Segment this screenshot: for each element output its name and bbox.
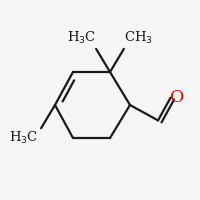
Text: H$_3$C: H$_3$C [67, 30, 96, 46]
Text: O: O [170, 89, 185, 106]
Text: CH$_3$: CH$_3$ [124, 30, 153, 46]
Text: H$_3$C: H$_3$C [9, 130, 38, 146]
